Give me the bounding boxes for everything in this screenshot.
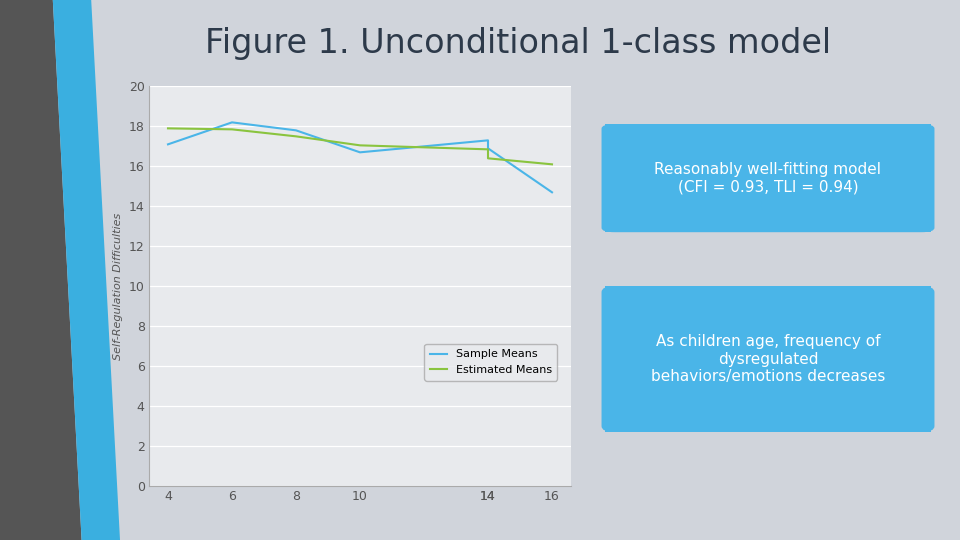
Y-axis label: Self-Regulation Difficulties: Self-Regulation Difficulties	[113, 213, 123, 360]
Text: Figure 1. Unconditional 1-class model: Figure 1. Unconditional 1-class model	[205, 27, 831, 60]
Estimated Means	[290, 133, 301, 139]
Estimated Means	[482, 146, 493, 153]
Estimated Means	[482, 155, 493, 161]
Estimated Means	[354, 142, 366, 149]
Estimated Means	[227, 126, 238, 133]
Sample Means	[162, 141, 174, 147]
Sample Means	[546, 189, 558, 195]
Sample Means	[482, 145, 493, 152]
FancyBboxPatch shape	[602, 124, 934, 232]
Estimated Means	[546, 161, 558, 167]
FancyBboxPatch shape	[602, 286, 934, 432]
Legend: Sample Means, Estimated Means: Sample Means, Estimated Means	[424, 344, 557, 381]
Line: Estimated Means: Estimated Means	[168, 129, 552, 164]
Estimated Means	[162, 125, 174, 132]
Sample Means	[354, 149, 366, 156]
Text: Reasonably well-fitting model
(CFI = 0.93, TLI = 0.94): Reasonably well-fitting model (CFI = 0.9…	[655, 162, 881, 194]
Line: Sample Means: Sample Means	[168, 123, 552, 192]
Text: As children age, frequency of
dysregulated
behaviors/emotions decreases: As children age, frequency of dysregulat…	[651, 334, 885, 384]
Sample Means	[482, 137, 493, 144]
Sample Means	[290, 127, 301, 133]
Sample Means	[227, 119, 238, 126]
